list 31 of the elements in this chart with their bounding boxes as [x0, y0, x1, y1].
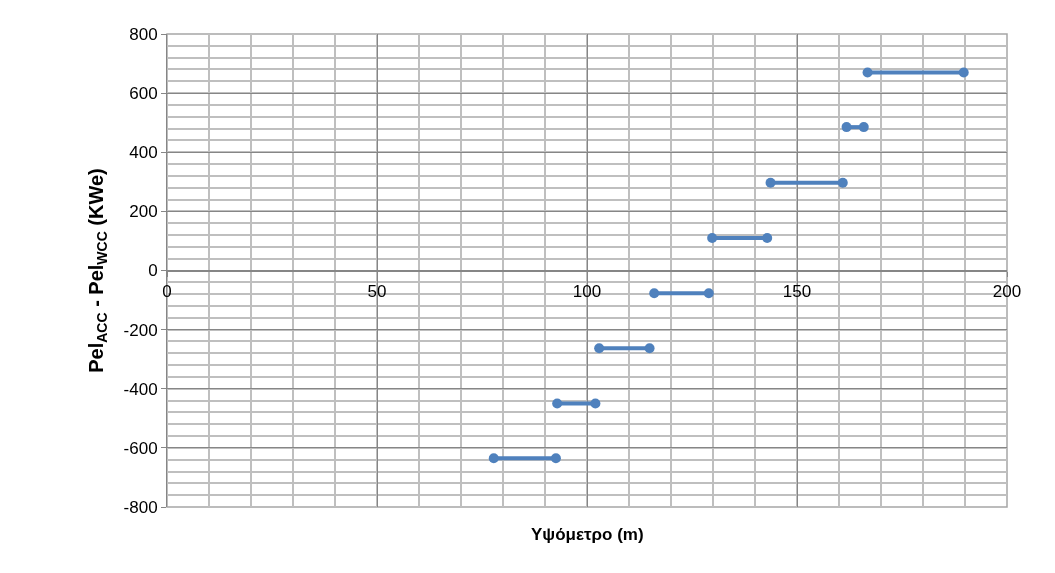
point — [841, 122, 852, 133]
point — [703, 288, 714, 299]
point — [649, 288, 660, 299]
point — [765, 177, 776, 188]
y-tick-label: -600 — [123, 438, 158, 458]
point — [488, 453, 499, 464]
x-tick-label: 100 — [572, 281, 602, 301]
point — [958, 67, 969, 78]
point — [707, 232, 718, 243]
x-tick-label: 0 — [162, 281, 172, 301]
point — [858, 122, 869, 133]
point — [862, 67, 873, 78]
point — [644, 343, 655, 354]
x-tick-label: 150 — [782, 281, 812, 301]
x-tick-label: 50 — [367, 281, 387, 301]
point — [590, 398, 601, 409]
point — [594, 343, 605, 354]
y-tick-label: 0 — [148, 261, 158, 281]
y-tick-label: -800 — [123, 497, 158, 517]
y-tick-label: 200 — [129, 202, 158, 222]
y-tick-label: -400 — [123, 379, 158, 399]
point — [837, 177, 848, 188]
y-tick-label: 800 — [129, 24, 158, 44]
point — [552, 398, 563, 409]
point — [550, 453, 561, 464]
y-tick-label: -200 — [123, 320, 158, 340]
y-tick-label: 400 — [129, 143, 158, 163]
y-tick-label: 600 — [129, 84, 158, 104]
x-axis-title: Υψόμετρο (m) — [531, 525, 644, 544]
point — [762, 232, 773, 243]
x-tick-label: 200 — [992, 281, 1022, 301]
